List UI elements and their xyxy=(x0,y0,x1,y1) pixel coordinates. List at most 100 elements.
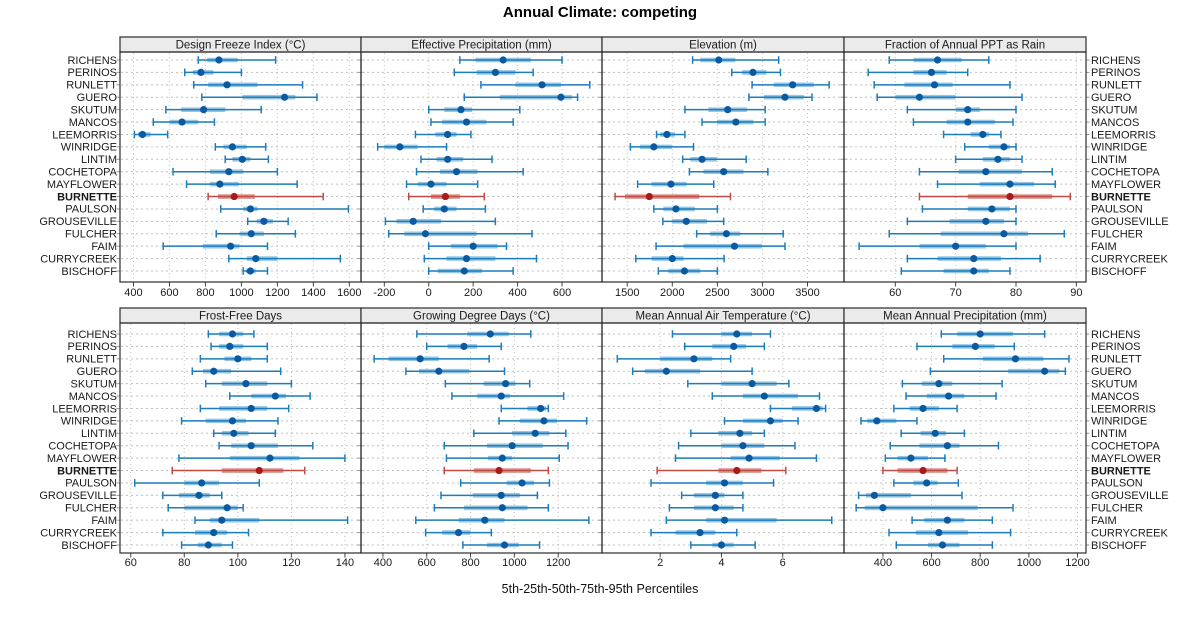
percentile-row xyxy=(656,466,787,475)
x-tick-label: 0 xyxy=(426,287,432,299)
percentile-row xyxy=(895,541,994,549)
median-dot xyxy=(225,168,233,176)
percentile-row xyxy=(888,56,990,64)
median-dot xyxy=(870,491,879,499)
panel-border xyxy=(843,322,1087,554)
percentile-row xyxy=(180,417,279,425)
median-dot xyxy=(460,342,468,351)
site-label-right: BISCHOFF xyxy=(1091,266,1147,278)
x-tick-label: 1200 xyxy=(546,557,570,569)
percentile-row xyxy=(683,342,766,351)
percentile-row xyxy=(635,254,725,263)
percentile-row xyxy=(867,68,969,77)
x-tick-label: 80 xyxy=(178,557,190,569)
percentile-row xyxy=(462,541,541,549)
x-tick-label: 1000 xyxy=(502,557,526,569)
site-label-left: LEEMORRIS xyxy=(52,403,117,415)
panel: 400 600 800 1000 1200 Mean Annual Precipitati… xyxy=(840,307,1090,569)
percentile-row xyxy=(855,503,1014,512)
x-tick-label: 1600 xyxy=(337,287,361,299)
percentile-row xyxy=(769,404,827,413)
median-dot xyxy=(730,342,738,351)
median-dot xyxy=(441,192,450,201)
site-label-right: SKUTUM xyxy=(1091,104,1137,116)
x-axis-label: 5th-25th-50th-75th-95th Percentiles xyxy=(501,582,699,596)
median-dot xyxy=(440,205,448,213)
panel-strip-title: Design Freeze Index (°C) xyxy=(176,40,306,52)
median-dot xyxy=(789,81,797,89)
x-tick-label: 140 xyxy=(336,557,354,569)
percentile-row xyxy=(453,68,534,77)
x-tick-label: 120 xyxy=(282,557,300,569)
median-dot xyxy=(879,504,887,512)
percentile-row xyxy=(882,466,958,475)
site-label-left: WINRIDGE xyxy=(61,416,117,428)
percentile-row xyxy=(690,541,756,549)
percentile-row xyxy=(636,180,715,188)
site-label-left: RUNLETT xyxy=(66,80,117,92)
percentile-row xyxy=(918,192,1072,201)
median-dot xyxy=(234,355,242,363)
median-dot xyxy=(531,429,539,437)
median-dot xyxy=(715,56,723,64)
median-dot xyxy=(500,541,509,549)
median-dot xyxy=(938,541,947,549)
percentile-row xyxy=(616,355,732,363)
median-dot xyxy=(497,392,505,400)
x-tick-label: 2000 xyxy=(660,287,684,299)
percentile-row xyxy=(152,118,216,126)
site-label-right: MANCOS xyxy=(1091,117,1139,129)
median-dot xyxy=(215,56,223,64)
panel-strip-title: Elevation (m) xyxy=(689,40,757,52)
percentile-row xyxy=(905,392,997,400)
median-dot xyxy=(930,81,939,89)
panel-strip-title: Growing Degree Days (°C) xyxy=(413,311,550,323)
site-label-left: BISCHOFF xyxy=(61,266,117,278)
percentile-row xyxy=(691,56,780,64)
median-dot xyxy=(696,528,704,537)
percentile-row xyxy=(416,330,532,338)
percentile-row xyxy=(415,516,590,524)
percentile-row xyxy=(430,118,514,126)
panel-strip-title: Mean Annual Air Temperature (°C) xyxy=(635,311,810,323)
site-label-right: RICHENS xyxy=(1091,329,1141,341)
site-label-left: CURRYCREEK xyxy=(40,253,117,265)
site-label-left: COCHETOPA xyxy=(48,441,117,453)
percentile-row xyxy=(731,68,782,77)
site-label-left: RUNLETT xyxy=(66,354,117,366)
median-dot xyxy=(228,330,237,338)
median-dot xyxy=(252,254,260,263)
median-dot xyxy=(935,380,943,388)
median-dot xyxy=(266,454,274,462)
percentile-row xyxy=(680,491,744,500)
median-dot xyxy=(210,367,218,375)
site-label-left: GUERO xyxy=(77,366,118,378)
site-label-right: FAIM xyxy=(1091,515,1117,527)
percentile-row xyxy=(219,205,350,213)
x-tick-label: 70 xyxy=(950,287,962,299)
percentile-row xyxy=(180,541,234,549)
percentile-row xyxy=(911,516,994,524)
x-tick-label: 60 xyxy=(889,287,901,299)
x-tick-label: 600 xyxy=(553,287,571,299)
median-dot xyxy=(280,93,289,101)
median-dot xyxy=(971,342,979,351)
site-label-right: MAYFLOWER xyxy=(1091,179,1161,191)
median-dot xyxy=(271,392,279,400)
site-label-left: MAYFLOWER xyxy=(47,179,117,191)
site-label-right: BURNETTE xyxy=(1091,191,1151,203)
median-dot xyxy=(210,528,218,537)
median-dot xyxy=(557,93,565,101)
median-dot xyxy=(668,254,676,263)
percentile-row xyxy=(384,217,497,226)
percentile-row xyxy=(218,441,314,450)
x-tick-label: 4 xyxy=(718,557,724,569)
median-dot xyxy=(944,392,953,400)
percentile-row xyxy=(687,379,790,388)
median-dot xyxy=(812,404,821,413)
x-tick-label: 800 xyxy=(461,557,479,569)
median-dot xyxy=(982,168,990,176)
site-label-left: RICHENS xyxy=(67,329,117,341)
median-dot xyxy=(178,118,186,126)
percentile-row xyxy=(650,528,738,537)
